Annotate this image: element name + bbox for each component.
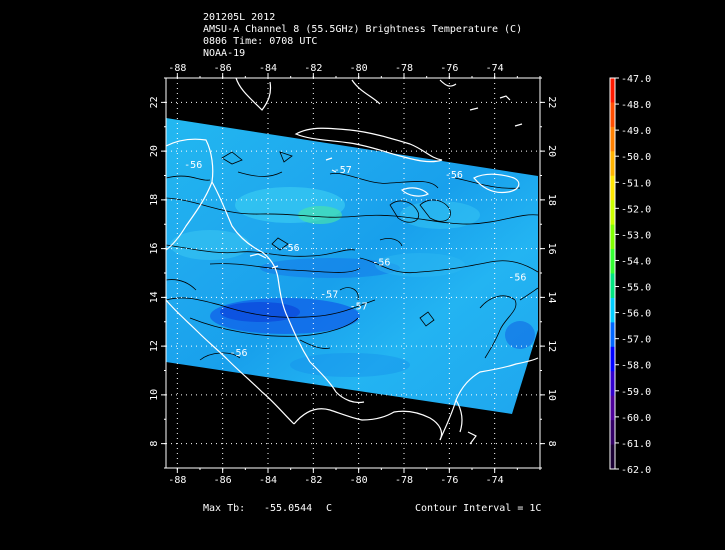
- colorbar-label: -51.0: [621, 178, 651, 189]
- contour-labels: -56 -57 -56 -56 -57 -57 -56 -56 -56: [184, 160, 526, 359]
- colorbar-frame: [609, 77, 616, 470]
- contour-label: -56: [445, 170, 463, 181]
- contour-label: -57: [334, 165, 352, 176]
- contour-label: -57: [350, 302, 368, 313]
- lon-label-bottom: -76: [440, 475, 458, 486]
- max-tb-label: Max Tb:: [203, 503, 246, 514]
- header-line-time: 0806 Time: 0708 UTC: [203, 36, 318, 47]
- contour-interval-label: Contour Interval = 1C: [415, 503, 542, 514]
- lat-label-right: 14: [546, 291, 557, 303]
- colorbar-segment: [610, 151, 615, 177]
- lon-label-bottom: -74: [486, 475, 504, 486]
- contour-label: -56: [282, 243, 300, 254]
- colorbar-segment: [610, 175, 615, 201]
- colorbar-label: -47.0: [621, 74, 651, 85]
- contour-label: -56: [372, 258, 390, 269]
- colorbar-segment: [610, 346, 615, 372]
- lat-label-right: 20: [546, 145, 557, 157]
- colorbar-label: -55.0: [621, 283, 651, 294]
- lat-label-left: 22: [149, 96, 160, 108]
- lon-label-bottom: -88: [168, 475, 186, 486]
- header-line-date: 201205L 2012: [203, 12, 276, 23]
- max-tb-value: -55.0544: [264, 503, 313, 514]
- colorbar-segment: [610, 102, 615, 128]
- colorbar-segment: [610, 273, 615, 299]
- lon-label-top: -76: [440, 63, 458, 74]
- colorbar-label: -50.0: [621, 152, 651, 163]
- contour-label: -56: [184, 160, 202, 171]
- contour-label: -56: [230, 348, 248, 359]
- colorbar: -47.0 -48.0 -49.0 -50.0 -51.0 -52.0 -53.0 -54.0…: [609, 74, 651, 476]
- lon-label-top: -78: [395, 63, 413, 74]
- lon-label-bottom: -82: [304, 475, 322, 486]
- colorbar-segment: [610, 322, 615, 348]
- lat-label-left: 10: [149, 389, 160, 401]
- lat-label-right: 16: [546, 243, 557, 255]
- lon-label-top: -80: [350, 63, 368, 74]
- contour-label: -57: [320, 289, 338, 300]
- lat-label-left: 14: [149, 291, 160, 303]
- lat-label-right: 22: [546, 96, 557, 108]
- header-line-channel: AMSU-A Channel 8 (55.5GHz) Brightness Te…: [203, 24, 523, 35]
- cold-patch: [505, 321, 535, 349]
- colorbar-segment: [610, 420, 615, 446]
- max-tb-unit: C: [326, 503, 333, 514]
- lon-label-top: -82: [304, 63, 322, 74]
- colorbar-segment: [610, 395, 615, 421]
- map-axes: -88 -88 -86 -86 -84 -84 -82 -82 -80 -80 -78 -78 -76 -…: [149, 63, 557, 486]
- lat-label-left: 16: [149, 243, 160, 255]
- colorbar-label: -61.0: [621, 439, 651, 450]
- lon-label-top: -86: [214, 63, 232, 74]
- warm-patch: [375, 253, 465, 277]
- lon-label-top: -74: [486, 63, 504, 74]
- lat-label-right: 18: [546, 194, 557, 206]
- lat-label-right: 10: [546, 389, 557, 401]
- warm-patch: [400, 201, 480, 229]
- lon-label-bottom: -86: [214, 475, 232, 486]
- colorbar-label: -62.0: [621, 465, 651, 476]
- colorbar-label: -59.0: [621, 387, 651, 398]
- lon-label-top: -88: [168, 63, 186, 74]
- lon-label-bottom: -84: [259, 475, 277, 486]
- colorbar-label: -49.0: [621, 126, 651, 137]
- header-line-satellite: NOAA-19: [203, 48, 246, 59]
- lon-label-bottom: -80: [350, 475, 368, 486]
- colorbar-label: -52.0: [621, 204, 651, 215]
- colorbar-label: -56.0: [621, 309, 651, 320]
- contour-label: -56: [508, 272, 526, 283]
- colorbar-segment: [610, 126, 615, 152]
- colorbar-label: -53.0: [621, 230, 651, 241]
- coastlines: [166, 78, 539, 445]
- colorbar-segment: [610, 249, 615, 274]
- cold-patch: [290, 353, 410, 377]
- lat-label-right: 12: [546, 340, 557, 352]
- colorbar-segment: [610, 78, 615, 103]
- colorbar-label: -57.0: [621, 335, 651, 346]
- lat-label-left: 20: [149, 145, 160, 157]
- lat-label-right: 8: [546, 441, 557, 447]
- colorbar-label: -48.0: [621, 100, 651, 111]
- lon-label-top: -84: [259, 63, 277, 74]
- colorbar-segment: [610, 224, 615, 250]
- lat-label-left: 8: [149, 441, 160, 447]
- colorbar-label: -60.0: [621, 413, 651, 424]
- graticule: [166, 78, 540, 468]
- warm-patch: [298, 206, 342, 224]
- cold-patch: [260, 258, 400, 278]
- colorbar-segment: [610, 444, 615, 470]
- lat-label-left: 12: [149, 340, 160, 352]
- colorbar-label: -54.0: [621, 256, 651, 267]
- colorbar-segment: [610, 200, 615, 226]
- lat-label-left: 18: [149, 194, 160, 206]
- lon-label-bottom: -78: [395, 475, 413, 486]
- colorbar-segment: [610, 297, 615, 323]
- colorbar-label: -58.0: [621, 361, 651, 372]
- colorbar-segment: [610, 371, 615, 397]
